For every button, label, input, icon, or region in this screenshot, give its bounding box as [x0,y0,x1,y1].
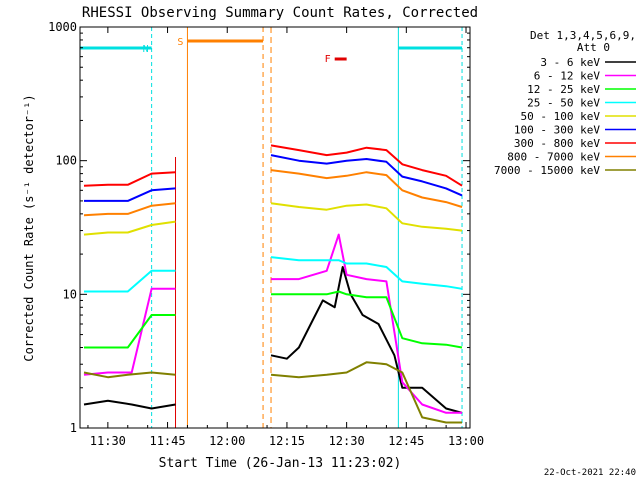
y-tick-label: 100 [55,154,77,168]
y-tick-label: 1 [70,421,77,435]
legend-label: 12 - 25 keV [527,83,600,96]
series-line [83,371,176,379]
x-axis-label: Start Time (26-Jan-13 11:23:02) [159,456,402,471]
series-line [270,256,463,290]
x-tick-label: 12:30 [329,434,365,448]
chart-title: RHESSI Observing Summary Count Rates, Co… [82,5,478,21]
legend-header-line-1: Det 1,3,4,5,6,9, [530,29,636,42]
legend-label: 50 - 100 keV [521,110,601,123]
series-line [84,269,176,293]
flag-label-n: N [143,44,149,55]
series-line [270,154,463,197]
series-line [270,361,462,424]
legend-label: 6 - 12 keV [534,70,601,83]
series-line [270,144,463,187]
flag-bars: N S F [79,27,463,428]
x-tick-label: 13:00 [448,434,484,448]
x-tick-label: 12:15 [269,434,305,448]
legend-header-line-2: Att 0 [577,41,610,54]
flag-label-f: F [325,54,331,65]
legend-label: 3 - 6 keV [540,56,600,69]
footer-timestamp: 22-Oct-2021 22:40 [544,468,636,478]
series-line [271,290,463,349]
series-line [83,287,176,376]
legend-label: 800 - 7000 keV [507,151,600,164]
x-tick-label: 11:45 [149,434,185,448]
series-line [271,233,462,414]
series-line [270,169,463,208]
plot-frame [79,26,471,429]
series-line [83,202,176,217]
series-line [83,220,176,236]
y-tick-label: 10 [63,287,77,301]
y-tick-label: 1000 [48,20,77,34]
axes: 11:30 11:45 12:00 12:15 12:30 12:45 13:00 1 10 10… [48,20,484,448]
flag-label-s: S [177,37,183,48]
x-tick-label: 11:30 [90,434,126,448]
x-tick-label: 12:00 [209,434,245,448]
series-line [83,171,176,187]
legend-label: 300 - 800 keV [514,137,600,150]
series-line [83,399,176,410]
legend-label: 25 - 50 keV [527,97,600,110]
series-layer [83,144,463,424]
series-line [84,187,176,202]
series-line [84,314,176,349]
series-line [270,266,463,414]
series-line [270,202,463,232]
legend-label: 100 - 300 keV [514,124,600,137]
y-axis-label: Corrected Count Rate (s⁻¹ detector⁻¹) [22,94,36,361]
legend-label: 7000 - 15000 keV [494,164,600,177]
x-tick-label: 12:45 [388,434,424,448]
